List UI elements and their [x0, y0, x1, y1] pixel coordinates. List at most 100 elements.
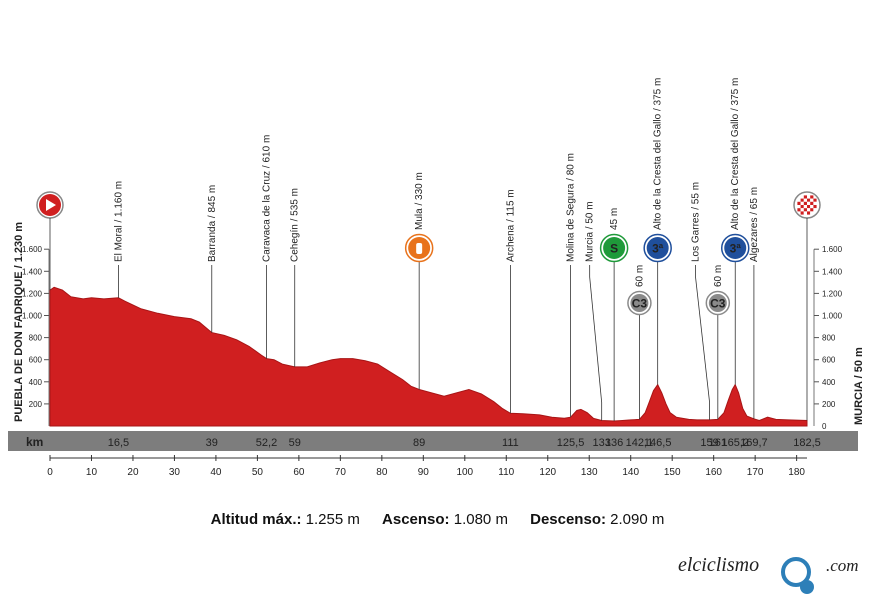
x-tick-label: 180 — [788, 467, 805, 478]
checkered-flag-cell — [813, 201, 817, 205]
waypoint-label: Algezares / 65 m — [749, 187, 760, 262]
checkered-flag-cell — [810, 211, 814, 215]
checkered-flag-cell — [807, 198, 811, 202]
waypoint: S 45 m — [599, 208, 629, 422]
y-tick-label-left: 1.000 — [22, 312, 43, 321]
waypoint: Archena / 115 m — [505, 189, 516, 414]
waypoint: Molina de Segura / 80 m — [566, 153, 577, 418]
checkered-flag-cell — [810, 195, 814, 199]
waypoint-label: Murcia / 50 m — [585, 201, 596, 262]
y-tick-label-left: 1.600 — [22, 245, 43, 254]
checkered-flag-cell — [807, 201, 811, 205]
waypoint-label: Cehegín / 535 m — [290, 188, 301, 262]
waypoint-icon-text: 3ª — [652, 242, 664, 256]
waypoint-label: Alto de la Cresta del Gallo / 375 m — [653, 78, 664, 230]
y-tick-label-left: 1.200 — [22, 289, 43, 298]
x-tick-label: 60 — [293, 467, 305, 478]
waypoint: Los Garres / 55 m — [691, 182, 710, 420]
checkered-flag-cell — [803, 201, 807, 205]
waypoints: El Moral / 1.160 m Barranda / 845 m Carava… — [113, 78, 760, 422]
checkered-flag-cell — [807, 195, 811, 199]
km-marker: 146,5 — [644, 437, 672, 449]
y-tick-label-right: 1.400 — [822, 267, 843, 276]
waypoint: Murcia / 50 m — [585, 201, 603, 421]
km-marker: 169,7 — [740, 437, 768, 449]
y-tick-label-left: 600 — [29, 356, 43, 365]
checkered-flag-cell — [803, 205, 807, 209]
km-marker: 89 — [413, 437, 425, 449]
descent: Descenso: 2.090 m — [530, 511, 664, 528]
x-tick-label: 30 — [169, 467, 181, 478]
waypoint: Barranda / 845 m — [207, 185, 218, 333]
x-tick-label: 40 — [210, 467, 222, 478]
x-tick-label: 140 — [622, 467, 639, 478]
checkered-flag-cell — [807, 205, 811, 209]
km-marker: 136 — [605, 437, 623, 449]
waypoint-label: Caravaca de la Cruz / 610 m — [262, 135, 273, 262]
km-marker: 142,1 — [626, 437, 654, 449]
x-tick-label: 160 — [705, 467, 722, 478]
y-tick-label-left: 200 — [29, 400, 43, 409]
km-marker: 59 — [289, 437, 301, 449]
x-tick-label: 110 — [498, 467, 514, 478]
checkered-flag-cell — [797, 205, 801, 209]
waypoint: El Moral / 1.160 m — [113, 181, 124, 298]
x-tick-label: 170 — [747, 467, 764, 478]
waypoint-leader — [695, 265, 710, 420]
brand-logo: elciclismo .com — [678, 554, 859, 594]
ascent-value: 1.080 m — [453, 511, 508, 528]
checkered-flag-cell — [807, 208, 811, 212]
waypoint-label: 60 m — [713, 265, 724, 287]
brand-suffix: .com — [826, 556, 859, 575]
waypoint-icon-text: C3 — [632, 297, 648, 311]
waypoint-icon-text: 3ª — [730, 242, 742, 256]
waypoint-icon-text: C3 — [710, 297, 726, 311]
y-tick-label-right-zero: 0 — [822, 422, 827, 431]
waypoint: Caravaca de la Cruz / 610 m — [262, 135, 273, 359]
waypoint-label: Barranda / 845 m — [207, 185, 218, 262]
x-tick-label: 130 — [581, 467, 598, 478]
x-tick-label: 120 — [539, 467, 556, 478]
km-marker: 39 — [206, 437, 218, 449]
ascent: Ascenso: 1.080 m — [382, 511, 508, 528]
km-band-unit: km — [26, 435, 43, 449]
km-band-bar — [8, 431, 858, 451]
descent-label: Descenso: — [530, 511, 606, 528]
waypoint: Algezares / 65 m — [749, 187, 760, 419]
checkered-flag-cell — [813, 198, 817, 202]
waypoint: 3ª Alto de la Cresta del Gallo / 375 m — [720, 78, 750, 385]
checkered-flag-cell — [800, 211, 804, 215]
km-marker: 182,5 — [793, 437, 821, 449]
km-marker: 125,5 — [557, 437, 585, 449]
x-tick-label: 10 — [86, 467, 98, 478]
checkered-flag-cell — [810, 205, 814, 209]
max-altitude: Altitud máx.: 1.255 m — [211, 511, 360, 528]
y-tick-label-right: 400 — [822, 378, 836, 387]
waypoint-label: Mula / 330 m — [414, 172, 425, 230]
checkered-flag-cell — [800, 198, 804, 202]
checkered-flag-cell — [807, 211, 811, 215]
bottle-icon — [416, 243, 423, 254]
x-tick-label: 0 — [47, 467, 53, 478]
checkered-flag-cell — [810, 198, 814, 202]
waypoint: Mula / 330 m — [404, 172, 434, 390]
sprint-icon-fill — [603, 237, 626, 259]
waypoint: Cehegín / 535 m — [290, 188, 301, 367]
y-tick-label-right: 600 — [822, 356, 836, 365]
km-marker: 133 — [592, 437, 610, 449]
y-axes: 200 200 400 400 600 600 800 800 1.000 1.000 1.200 1… — [22, 245, 843, 431]
y-tick-label-right: 200 — [822, 400, 836, 409]
y-tick-label-right: 800 — [822, 334, 836, 343]
checkered-flag-cell — [797, 201, 801, 205]
play-arrow-icon — [46, 199, 56, 211]
stage-stats: Altitud máx.: 1.255 m Ascenso: 1.080 m D… — [0, 511, 875, 528]
y-tick-label-right: 1.200 — [822, 289, 843, 298]
waypoint-label: 60 m — [634, 265, 645, 287]
max-altitude-label: Altitud máx.: — [210, 511, 302, 528]
km-marker: 161 — [709, 437, 727, 449]
x-tick-label: 70 — [335, 467, 347, 478]
brand-text: elciclismo — [678, 554, 759, 576]
elevation-profile — [49, 286, 808, 427]
waypoint-label: El Moral / 1.160 m — [113, 181, 124, 262]
